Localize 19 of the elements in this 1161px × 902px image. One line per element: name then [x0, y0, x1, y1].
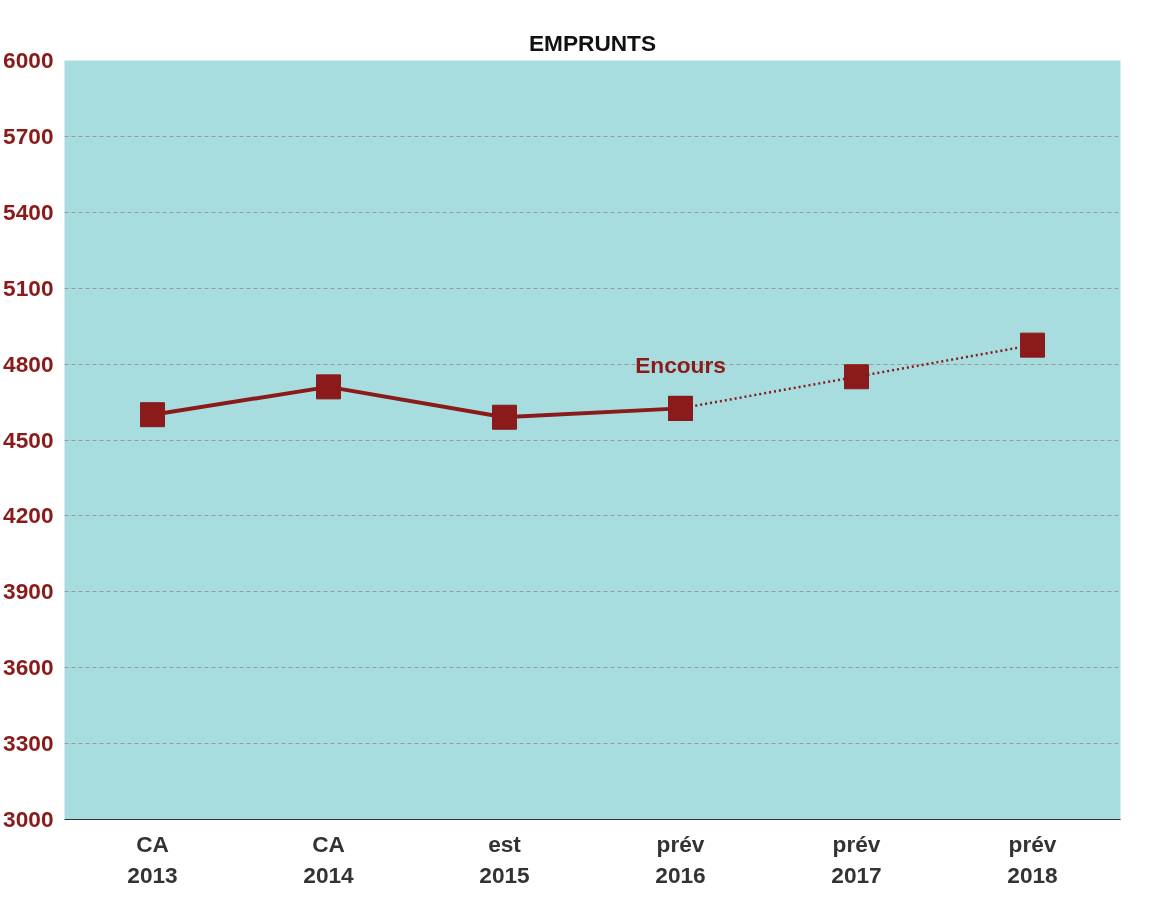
x-tick-label: CA 2013: [127, 830, 178, 888]
y-tick-label: 5100: [3, 274, 54, 301]
y-tick-label: 3000: [3, 806, 54, 832]
y-tick-label: 3900: [3, 578, 54, 605]
y-tick-label: 4800: [3, 350, 54, 377]
y-tick-label: 5700: [3, 122, 54, 149]
x-tick-label: est 2015: [479, 830, 530, 888]
y-tick-label: 6000: [3, 47, 54, 73]
y-tick-label: 4500: [3, 426, 54, 453]
x-tick-label: prév 2018: [1007, 830, 1058, 888]
y-tick-label: 4200: [3, 502, 54, 529]
x-tick-label: prév 2017: [831, 830, 882, 888]
series-label: Encours: [635, 352, 726, 379]
y-tick-label: 3300: [3, 730, 54, 757]
y-tick-label: 3600: [3, 654, 54, 681]
chart-title: EMPRUNTS: [528, 29, 657, 56]
y-tick-label: 5400: [3, 198, 54, 225]
x-tick-label: CA 2014: [303, 830, 355, 888]
x-tick-label: prév 2016: [655, 830, 706, 888]
